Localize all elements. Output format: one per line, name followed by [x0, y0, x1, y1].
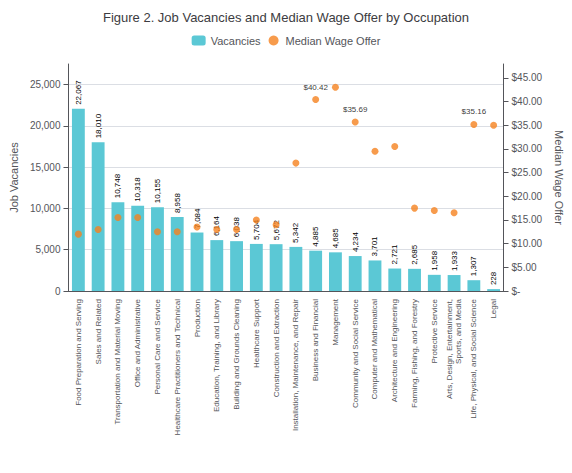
svg-text:Business and Financial: Business and Financial — [311, 299, 320, 381]
svg-text:$35.00: $35.00 — [512, 120, 543, 131]
svg-text:Life, Physical, and Social Sci: Life, Physical, and Social Science — [469, 298, 478, 418]
svg-text:1,958: 1,958 — [430, 250, 439, 271]
svg-text:Education, Training, and Libra: Education, Training, and Library — [212, 299, 221, 412]
svg-text:Architecture and Engineering: Architecture and Engineering — [390, 299, 399, 402]
svg-text:Management: Management — [331, 298, 340, 345]
svg-text:3,701: 3,701 — [370, 236, 379, 257]
svg-text:Office and Administrative: Office and Administrative — [133, 298, 142, 387]
svg-text:Figure 2. Job Vacancies and Me: Figure 2. Job Vacancies and Median Wage … — [103, 10, 469, 25]
svg-text:8,958: 8,958 — [173, 192, 182, 213]
svg-text:Transportation and Material Mo: Transportation and Material Moving — [113, 299, 122, 425]
svg-text:$20.00: $20.00 — [512, 191, 543, 202]
svg-text:$40.00: $40.00 — [512, 96, 543, 107]
svg-text:Healthcare Support: Healthcare Support — [252, 298, 261, 368]
svg-text:Arts, Design, Entertainment,: Arts, Design, Entertainment, — [445, 299, 454, 399]
svg-text:Construction and Extraction: Construction and Extraction — [272, 299, 281, 397]
svg-text:Production: Production — [193, 299, 202, 337]
svg-text:Legal: Legal — [489, 299, 498, 319]
svg-text:4,685: 4,685 — [331, 228, 340, 249]
svg-text:5,000: 5,000 — [35, 244, 60, 255]
svg-text:10,318: 10,318 — [133, 177, 142, 202]
svg-text:25,000: 25,000 — [30, 79, 61, 90]
svg-text:5,342: 5,342 — [291, 222, 300, 243]
svg-text:Personal Care and Service: Personal Care and Service — [153, 298, 162, 394]
svg-text:4,885: 4,885 — [311, 226, 320, 247]
svg-text:10,748: 10,748 — [113, 173, 122, 198]
svg-text:0: 0 — [55, 286, 61, 297]
svg-text:$35.16: $35.16 — [462, 107, 487, 116]
svg-text:Farming, Fishing, and Forestry: Farming, Fishing, and Forestry — [410, 299, 419, 408]
svg-text:22,067: 22,067 — [74, 80, 83, 105]
svg-text:$5.00: $5.00 — [512, 262, 537, 273]
svg-text:Installation, Maintenance, and: Installation, Maintenance, and Repair — [291, 299, 300, 431]
svg-text:Sales and Related: Sales and Related — [94, 299, 103, 364]
svg-text:2,721: 2,721 — [390, 244, 399, 265]
svg-text:20,000: 20,000 — [30, 120, 61, 131]
svg-text:10,155: 10,155 — [153, 178, 162, 203]
svg-text:Sports, and Media: Sports, and Media — [454, 298, 463, 363]
svg-text:1,933: 1,933 — [450, 250, 459, 271]
svg-text:Job Vacancies: Job Vacancies — [8, 142, 20, 213]
svg-text:10,000: 10,000 — [30, 203, 61, 214]
svg-text:5,704: 5,704 — [251, 219, 261, 240]
svg-text:228: 228 — [489, 271, 498, 285]
svg-text:Healthcare Practitioners and T: Healthcare Practitioners and Technical — [173, 299, 182, 436]
svg-text:$25.00: $25.00 — [512, 167, 543, 178]
svg-text:6,164: 6,164 — [212, 216, 221, 237]
svg-text:Computer and Mathematical: Computer and Mathematical — [370, 299, 379, 400]
svg-text:$35.69: $35.69 — [343, 105, 368, 114]
svg-text:$15.00: $15.00 — [512, 214, 543, 225]
svg-text:1,307: 1,307 — [469, 256, 478, 277]
svg-text:Protective Service: Protective Service — [430, 298, 439, 363]
svg-text:$40.42: $40.42 — [303, 83, 328, 92]
svg-text:$-: $- — [512, 286, 521, 297]
svg-text:Vacancies: Vacancies — [211, 35, 261, 47]
svg-text:4,234: 4,234 — [351, 231, 360, 252]
svg-text:2,685: 2,685 — [410, 244, 419, 265]
svg-text:Building and Grounds Cleaning: Building and Grounds Cleaning — [232, 299, 241, 410]
svg-text:6,038: 6,038 — [232, 217, 241, 238]
svg-text:Community and Social Service: Community and Social Service — [351, 298, 360, 407]
svg-text:15,000: 15,000 — [30, 162, 61, 173]
svg-text:$10.00: $10.00 — [512, 238, 543, 249]
svg-text:Food Preparation and Serving: Food Preparation and Serving — [74, 299, 83, 406]
svg-text:$45.00: $45.00 — [512, 72, 543, 83]
svg-text:$30.00: $30.00 — [512, 143, 543, 154]
svg-text:Median Wage Offer: Median Wage Offer — [286, 35, 381, 47]
svg-text:7,084: 7,084 — [192, 208, 202, 229]
svg-text:Median Wage Offer: Median Wage Offer — [553, 130, 565, 225]
svg-text:18,010: 18,010 — [94, 113, 103, 138]
svg-text:5,672: 5,672 — [272, 220, 281, 241]
